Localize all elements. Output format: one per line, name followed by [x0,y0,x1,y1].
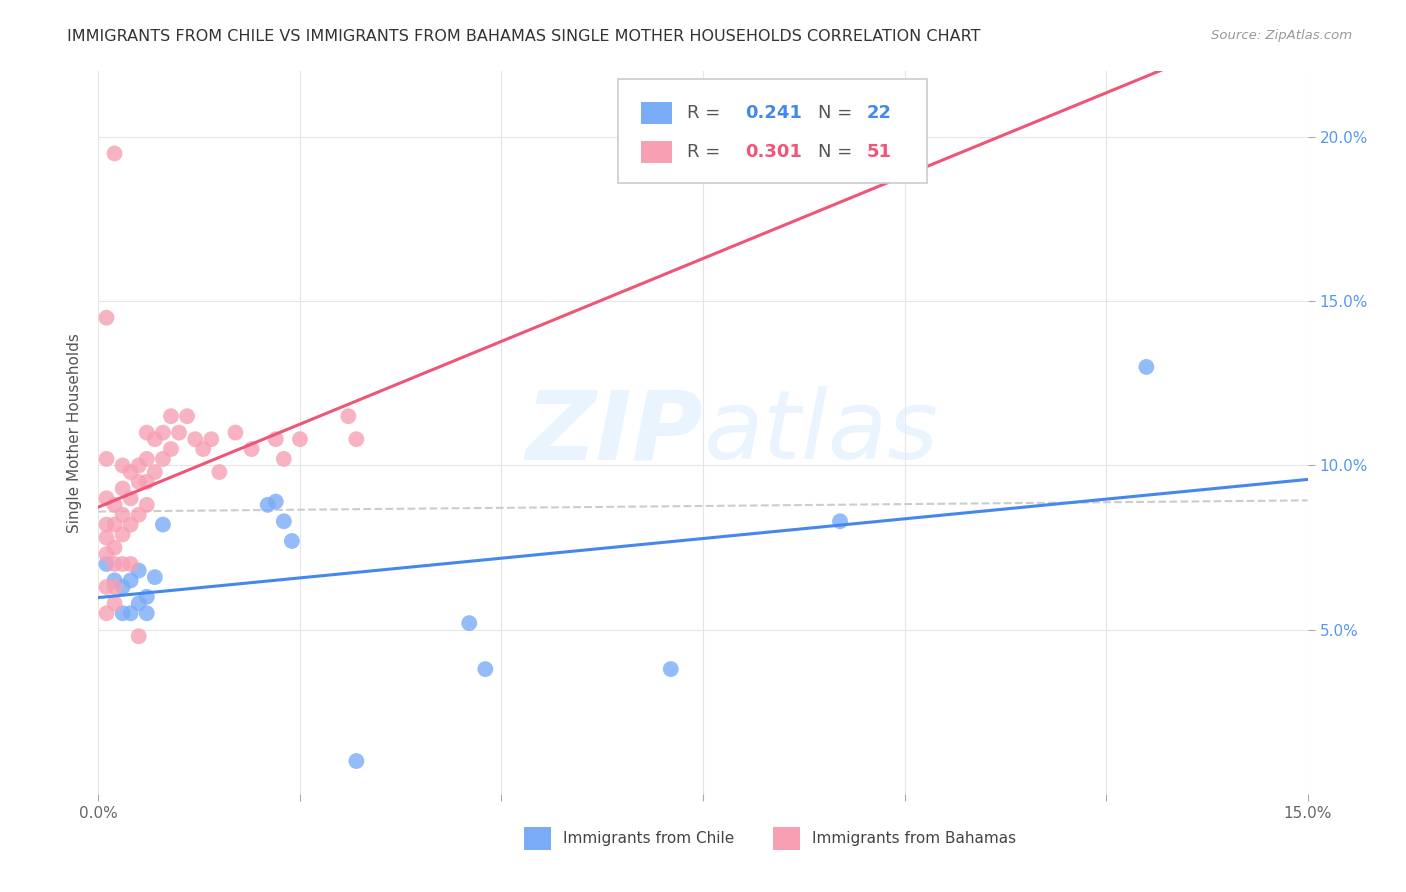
Point [135,425,157,440]
Point [474,662,496,676]
Point [256,498,278,512]
FancyBboxPatch shape [641,103,672,124]
Point [344,754,367,768]
Point [288,432,311,446]
Text: 0.301: 0.301 [745,144,803,161]
Point [152,451,174,466]
Point [103,498,125,512]
Point [659,662,682,676]
Point [160,409,183,424]
Text: Immigrants from Chile: Immigrants from Chile [562,831,734,847]
Point [111,458,134,473]
Point [96,491,118,506]
Point [152,425,174,440]
Point [111,607,134,621]
Point [167,425,190,440]
Point [135,498,157,512]
Point [103,557,125,571]
Point [103,596,125,610]
Point [160,442,183,456]
Point [96,547,118,561]
Point [120,574,142,588]
Point [273,451,295,466]
Point [128,508,150,522]
Point [103,517,125,532]
Point [152,517,174,532]
Point [128,458,150,473]
Point [193,442,215,456]
Point [143,570,166,584]
Text: 22: 22 [866,104,891,122]
Point [96,607,118,621]
Text: ZIP: ZIP [524,386,703,479]
Point [111,482,134,496]
Point [240,442,263,456]
Text: Immigrants from Bahamas: Immigrants from Bahamas [811,831,1017,847]
Point [143,432,166,446]
Point [96,531,118,545]
Point [184,432,207,446]
Text: 0.241: 0.241 [745,104,803,122]
Point [103,146,125,161]
Point [135,607,157,621]
Point [828,514,851,528]
Text: R =: R = [688,144,727,161]
Point [224,425,246,440]
Point [135,590,157,604]
Point [264,432,287,446]
Text: Source: ZipAtlas.com: Source: ZipAtlas.com [1212,29,1353,42]
FancyBboxPatch shape [773,827,800,850]
Text: N =: N = [818,104,858,122]
Text: IMMIGRANTS FROM CHILE VS IMMIGRANTS FROM BAHAMAS SINGLE MOTHER HOUSEHOLDS CORREL: IMMIGRANTS FROM CHILE VS IMMIGRANTS FROM… [67,29,981,44]
Point [128,564,150,578]
Text: 51: 51 [866,144,891,161]
Text: R =: R = [688,104,727,122]
Point [96,310,118,325]
Point [1135,359,1157,374]
Point [143,465,166,479]
Point [273,514,295,528]
FancyBboxPatch shape [641,142,672,163]
Point [128,596,150,610]
Point [120,491,142,506]
Point [128,475,150,489]
Point [135,451,157,466]
Point [111,580,134,594]
Point [111,527,134,541]
Text: N =: N = [818,144,858,161]
Point [120,465,142,479]
Y-axis label: Single Mother Households: Single Mother Households [66,333,82,533]
Point [96,517,118,532]
Point [96,557,118,571]
FancyBboxPatch shape [619,78,927,184]
FancyBboxPatch shape [524,827,551,850]
Point [120,517,142,532]
Point [96,451,118,466]
Point [128,629,150,643]
Point [103,541,125,555]
Point [208,465,231,479]
Point [264,494,287,508]
Point [120,557,142,571]
Point [120,607,142,621]
Point [135,475,157,489]
Point [111,557,134,571]
Point [176,409,198,424]
Point [96,580,118,594]
Point [458,616,481,631]
Point [103,580,125,594]
Point [281,533,304,548]
Point [344,432,367,446]
Point [337,409,360,424]
Text: atlas: atlas [703,386,938,479]
Point [103,574,125,588]
Point [200,432,222,446]
Point [111,508,134,522]
